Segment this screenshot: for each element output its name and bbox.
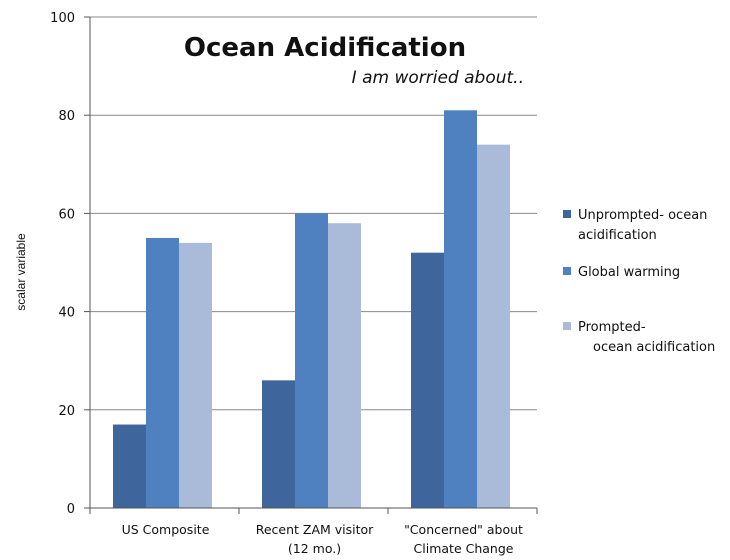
bar [328, 223, 361, 508]
chart-title: Ocean Acidification [184, 33, 466, 63]
y-tick-label: 100 [50, 11, 75, 26]
legend-label: Global warming [578, 265, 680, 280]
legend-swatch [563, 210, 571, 218]
y-tick-label: 40 [58, 306, 75, 321]
legend-swatch [563, 267, 571, 275]
legend-label: acidification [578, 228, 657, 243]
x-tick-label: US Composite [122, 522, 210, 537]
legend: Unprompted- ocean acidification Global war… [563, 208, 715, 355]
bar [444, 110, 477, 508]
y-tick-label: 60 [58, 207, 75, 222]
x-tick-label: "Concerned" about [404, 522, 523, 537]
y-axis-label: scalar variable [14, 233, 28, 311]
bar [113, 424, 146, 508]
x-tick-label: Climate Change [414, 541, 514, 556]
bar [146, 237, 179, 508]
legend-label: Prompted- [578, 320, 646, 335]
chart-subtitle: I am worried about.. [352, 68, 524, 88]
x-tick-label: Recent ZAM visitor [256, 522, 374, 537]
bar [477, 144, 510, 508]
bars [113, 110, 510, 509]
bar [295, 213, 328, 508]
x-tick-label: (12 mo.) [288, 541, 341, 556]
y-tick-label: 0 [67, 502, 75, 517]
bar [411, 252, 444, 508]
y-tick-label: 20 [58, 404, 75, 419]
y-tick-label: 80 [58, 109, 75, 124]
legend-label: Unprompted- ocean [578, 208, 707, 223]
bar [262, 380, 295, 508]
bar [179, 242, 212, 509]
axes: 0 20 40 60 80 100 US Composite Recent ZAM visit… [50, 11, 538, 556]
legend-swatch [563, 322, 571, 330]
legend-label: ocean acidification [593, 340, 715, 355]
